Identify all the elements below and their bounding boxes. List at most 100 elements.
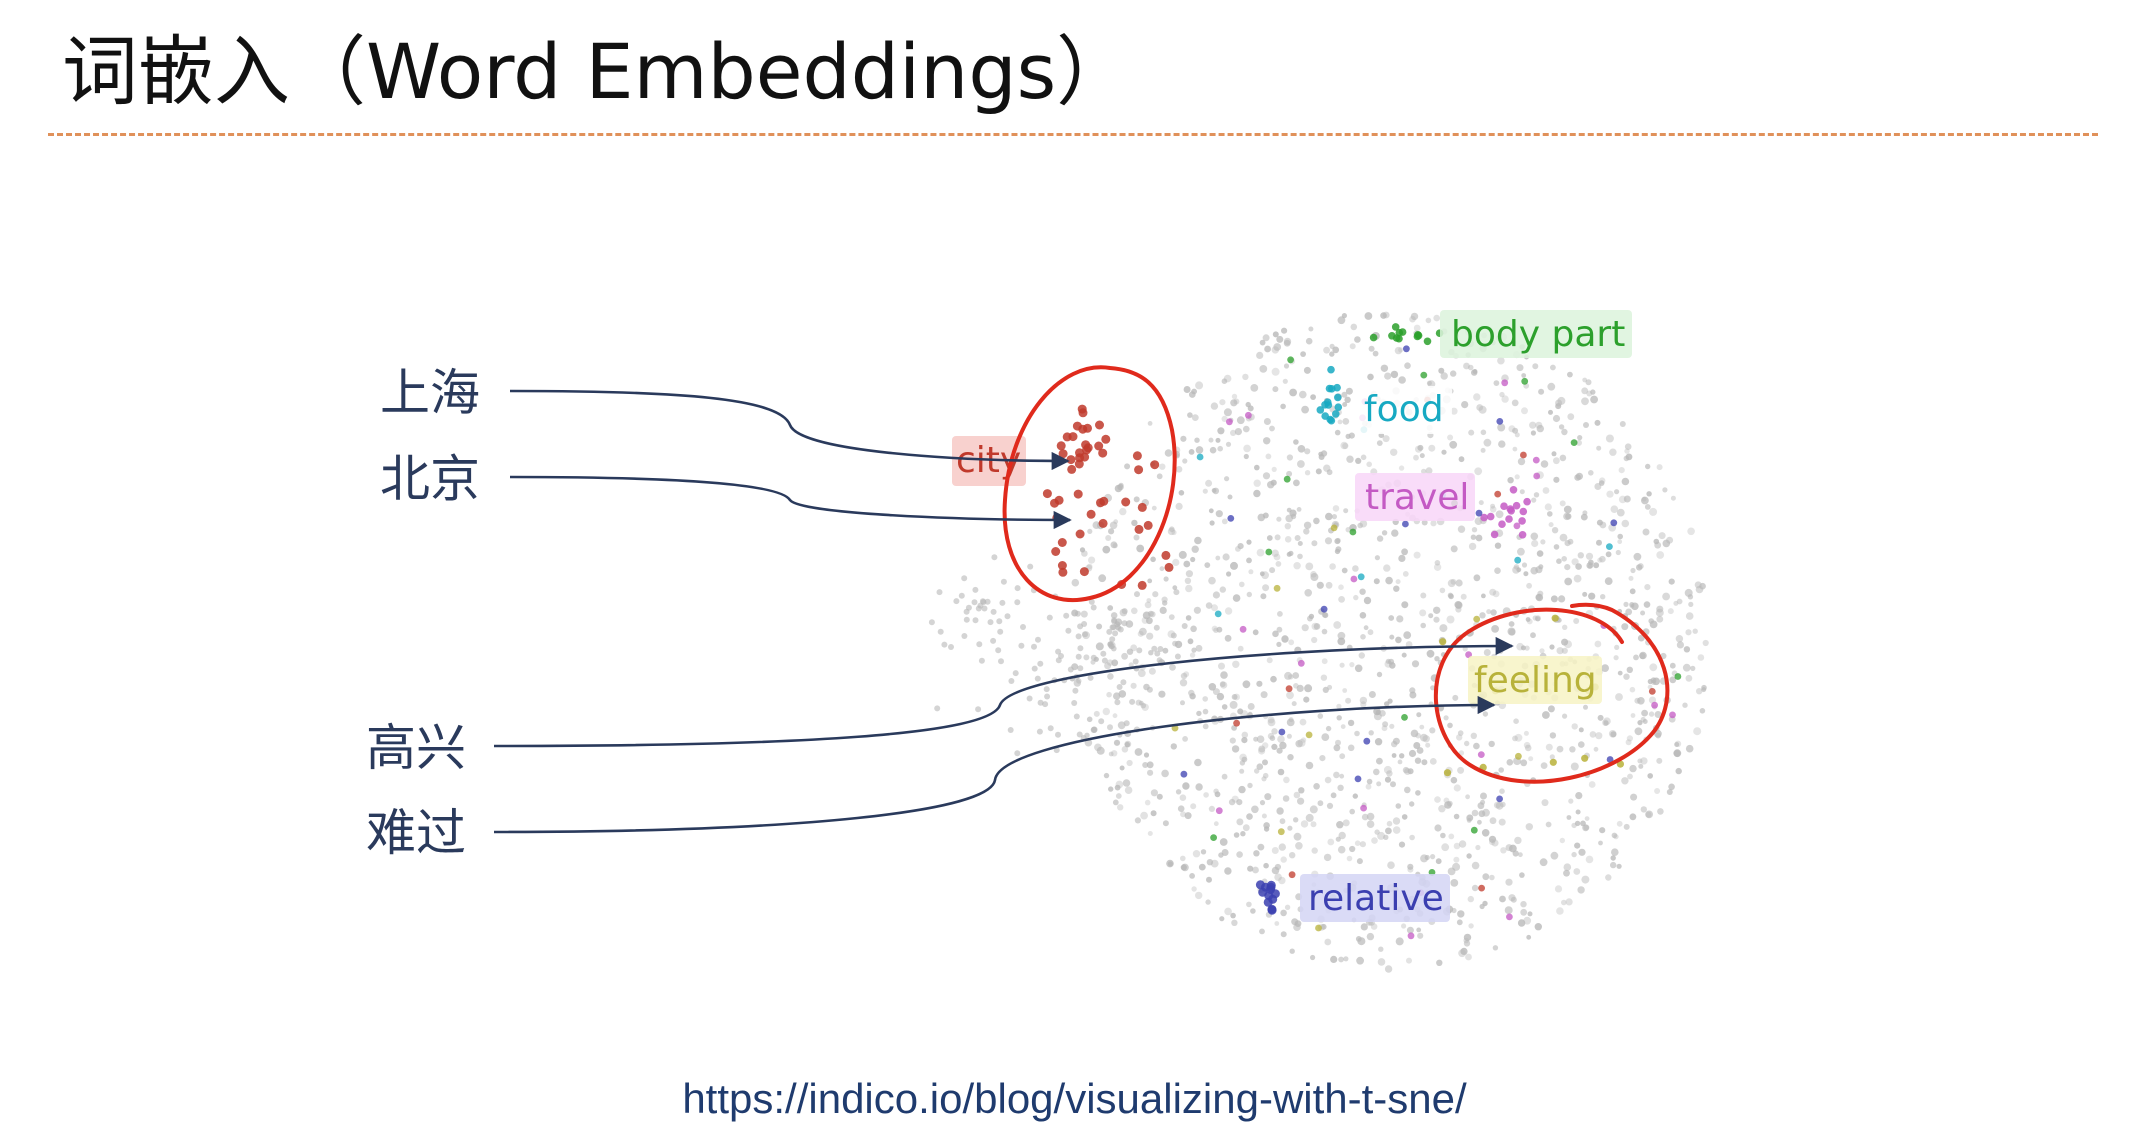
background-point xyxy=(1231,725,1237,731)
background-point xyxy=(1551,451,1557,457)
background-point xyxy=(1341,567,1348,574)
background-point xyxy=(1027,563,1034,570)
background-point xyxy=(1300,820,1309,828)
background-point xyxy=(1457,525,1466,533)
background-point xyxy=(1347,744,1355,752)
background-point xyxy=(1271,367,1280,376)
background-point xyxy=(1034,675,1041,682)
background-point xyxy=(1088,598,1095,605)
background-point xyxy=(1637,720,1643,726)
background-point xyxy=(1673,750,1681,757)
background-point xyxy=(1324,776,1332,784)
background-point xyxy=(1156,473,1163,480)
background-point xyxy=(1372,350,1379,357)
background-point xyxy=(1273,553,1281,561)
category-point xyxy=(1392,334,1401,342)
background-point xyxy=(1473,574,1481,582)
background-point xyxy=(1313,517,1320,525)
background-point xyxy=(1279,818,1286,825)
background-point xyxy=(1170,743,1178,750)
background-point xyxy=(1615,549,1621,556)
background-point xyxy=(1382,721,1389,728)
category-point xyxy=(1305,731,1313,739)
background-point xyxy=(1304,589,1312,597)
background-point xyxy=(1216,692,1225,701)
background-point xyxy=(1159,606,1167,615)
background-point xyxy=(1283,776,1290,784)
background-point xyxy=(1583,704,1588,710)
background-point xyxy=(1398,376,1406,384)
background-point xyxy=(1628,575,1634,581)
background-point xyxy=(1640,757,1648,765)
background-point xyxy=(1256,680,1263,687)
background-point xyxy=(1479,903,1485,910)
background-point xyxy=(1206,859,1214,866)
background-point xyxy=(1172,640,1178,647)
background-point xyxy=(1495,510,1504,519)
background-point xyxy=(1625,739,1632,746)
background-point xyxy=(1090,659,1096,665)
background-point xyxy=(1182,736,1188,742)
background-point xyxy=(1616,508,1625,517)
background-point xyxy=(1148,650,1154,656)
background-point xyxy=(1637,697,1645,705)
background-point xyxy=(1246,591,1253,598)
background-point xyxy=(1489,874,1495,881)
category-point xyxy=(1403,345,1410,353)
background-point xyxy=(1182,458,1188,464)
background-point xyxy=(1102,707,1111,716)
background-point xyxy=(1649,507,1658,516)
background-point xyxy=(1611,848,1619,856)
background-point xyxy=(1598,840,1603,846)
background-point xyxy=(1224,907,1232,916)
background-point xyxy=(1282,378,1288,384)
background-point xyxy=(1495,801,1504,810)
background-point xyxy=(1472,369,1478,374)
background-point xyxy=(1301,405,1309,414)
background-point xyxy=(1086,563,1093,570)
background-point xyxy=(1463,362,1470,370)
background-point xyxy=(1310,954,1316,961)
background-point xyxy=(1389,634,1395,640)
background-point xyxy=(972,586,979,593)
background-point xyxy=(1151,645,1158,652)
background-point xyxy=(1169,664,1176,671)
background-point xyxy=(1507,627,1516,636)
background-point xyxy=(1630,567,1636,574)
background-point xyxy=(1547,705,1555,713)
background-point xyxy=(1550,364,1556,371)
category-point xyxy=(1532,456,1540,464)
feeling-annotation-circle xyxy=(1434,602,1670,784)
background-point xyxy=(1286,691,1294,700)
background-point xyxy=(1136,544,1145,553)
background-point xyxy=(1271,743,1278,751)
background-point xyxy=(1453,856,1460,863)
background-point xyxy=(1685,744,1694,753)
background-point xyxy=(1416,747,1424,754)
background-point xyxy=(1289,388,1297,397)
background-point xyxy=(1574,842,1581,849)
background-point xyxy=(1439,624,1448,633)
source-url[interactable]: https://indico.io/blog/visualizing-with-… xyxy=(682,1075,1467,1122)
background-point xyxy=(1634,697,1641,704)
background-point xyxy=(1090,604,1097,611)
background-point xyxy=(1026,695,1033,702)
background-point xyxy=(1175,789,1182,795)
background-point xyxy=(1370,923,1378,930)
background-point xyxy=(1335,537,1341,543)
background-point xyxy=(1355,936,1362,942)
background-point xyxy=(1212,591,1220,599)
background-point xyxy=(1599,521,1607,529)
background-point xyxy=(1457,910,1465,918)
background-point xyxy=(1494,542,1502,549)
background-point xyxy=(1420,733,1428,742)
background-point xyxy=(1353,594,1359,601)
background-point xyxy=(1304,470,1311,476)
background-point xyxy=(1493,380,1500,386)
background-point xyxy=(1685,612,1694,620)
background-point xyxy=(1488,835,1497,843)
background-point xyxy=(1633,552,1642,561)
background-point xyxy=(1185,570,1193,578)
background-point xyxy=(1381,530,1388,536)
background-point xyxy=(1261,571,1269,580)
